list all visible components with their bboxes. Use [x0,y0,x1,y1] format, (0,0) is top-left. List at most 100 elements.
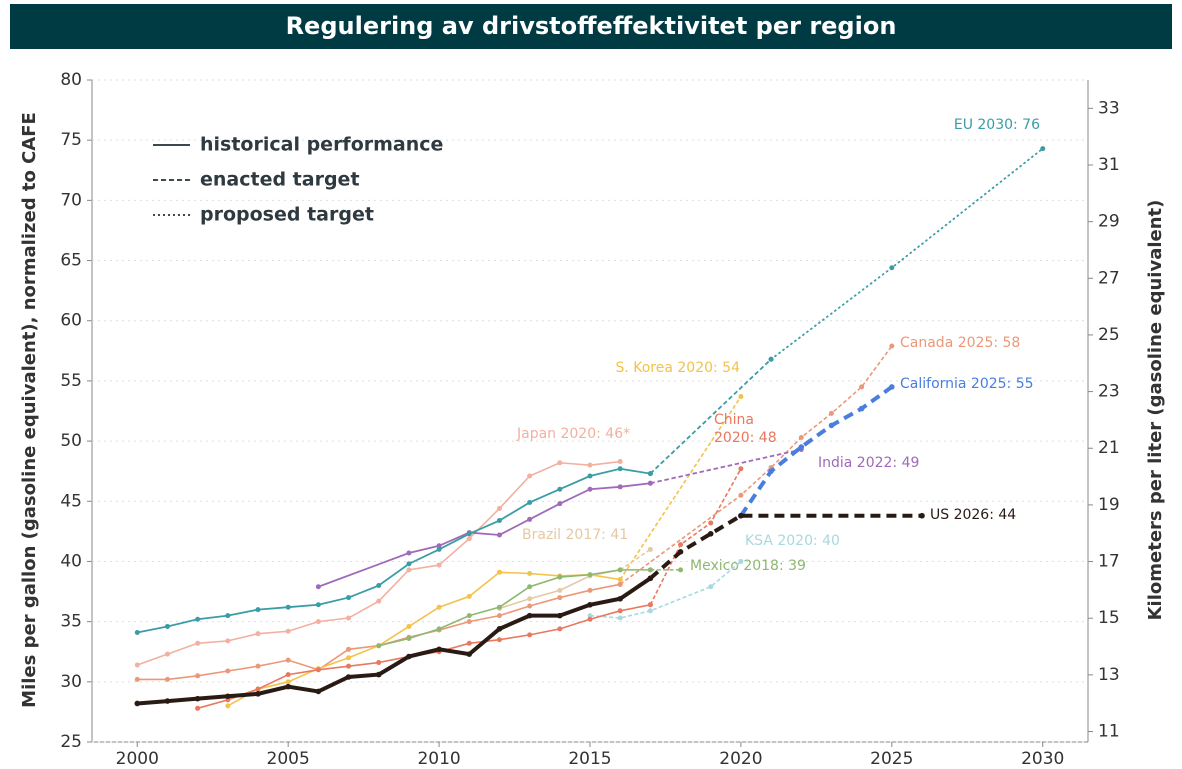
data-point [376,598,382,604]
data-point [225,638,231,644]
data-point [436,546,442,552]
data-point [828,410,834,416]
data-point [738,394,744,400]
y2-tick-label: 21 [1098,438,1120,458]
data-point [889,384,895,390]
data-point [195,640,201,646]
series-label-line: China [714,412,754,428]
data-point [255,607,261,613]
y2-tick-label: 23 [1098,382,1120,402]
data-point [406,567,412,573]
data-point [617,466,623,472]
data-point [527,570,533,576]
series-line [619,396,742,580]
data-point [647,546,653,552]
y2-axis-label: Kilometers per liter (gasoline equivalen… [1145,200,1166,621]
data-point [164,651,170,657]
data-point [587,572,593,578]
data-point [255,686,261,692]
data-point [436,626,442,632]
y-tick-label: 65 [60,251,82,271]
data-point [707,530,714,537]
data-point [738,512,744,519]
data-point [315,584,321,590]
data-point [587,486,593,492]
series-line [137,467,651,634]
data-point [798,434,804,440]
data-point [527,596,533,602]
series-label: US 2026: 44 [930,507,1016,523]
y-tick-label: 25 [60,732,82,752]
data-point [376,643,382,649]
y-axis-label: Miles per gallon (gasoline equivalent), … [19,112,40,708]
data-point [466,640,472,646]
data-point [496,518,502,524]
data-point [557,612,563,619]
series-label: Brazil 2017: 41 [522,527,628,543]
data-point [285,628,291,634]
series-label-line: 2020: 48 [714,430,777,446]
data-point [496,569,502,575]
series-line [318,482,651,588]
data-point [647,567,653,573]
data-point [527,473,533,479]
legend-label: historical performance [200,134,443,156]
data-point [738,558,744,564]
y-tick-label: 70 [60,190,82,210]
data-point [557,501,563,507]
data-point [436,562,442,568]
data-point [889,265,895,271]
data-point [557,574,563,580]
data-point [527,603,533,609]
y-tick-label: 75 [60,130,82,150]
data-point [527,632,533,638]
series-label: EU 2030: 76 [954,117,1040,133]
x-tick-label: 2015 [568,749,611,769]
y-tick-label: 80 [60,70,82,90]
data-point [1040,146,1046,152]
data-point [798,444,805,450]
data-point [557,626,563,632]
data-point [195,673,201,679]
data-point [376,660,382,666]
series-line [137,460,621,666]
data-point [134,676,140,682]
data-point [647,471,653,477]
data-point [587,462,593,468]
y-tick-label: 40 [60,551,82,571]
data-point [346,663,352,669]
data-point [617,608,623,614]
data-point [889,343,895,349]
series-label: India 2022: 49 [818,455,919,471]
x-tick-label: 2000 [116,749,159,769]
data-point [466,531,472,537]
x-tick-label: 2010 [417,749,460,769]
data-point [828,422,835,429]
data-point [527,516,533,522]
data-point [527,584,533,590]
data-point [466,593,472,599]
data-point [526,612,533,619]
data-point [164,623,170,629]
data-point [346,595,352,601]
data-point [617,577,623,583]
data-point [225,703,231,709]
data-point [768,356,774,362]
data-point [738,466,744,472]
data-point [557,486,563,492]
legend-label: enacted target [200,169,360,191]
y2-tick-label: 19 [1098,495,1120,515]
data-point [617,581,623,587]
series-label: China 2020: 48 [714,412,777,446]
data-point [647,575,654,582]
data-point [164,698,171,704]
data-point [496,613,502,619]
data-point [859,384,865,390]
data-point [346,646,352,652]
data-point [708,520,714,526]
data-point [315,667,321,673]
data-point [195,705,201,711]
series-line [378,569,651,647]
y2-tick-label: 31 [1098,155,1120,175]
data-point [134,662,140,668]
